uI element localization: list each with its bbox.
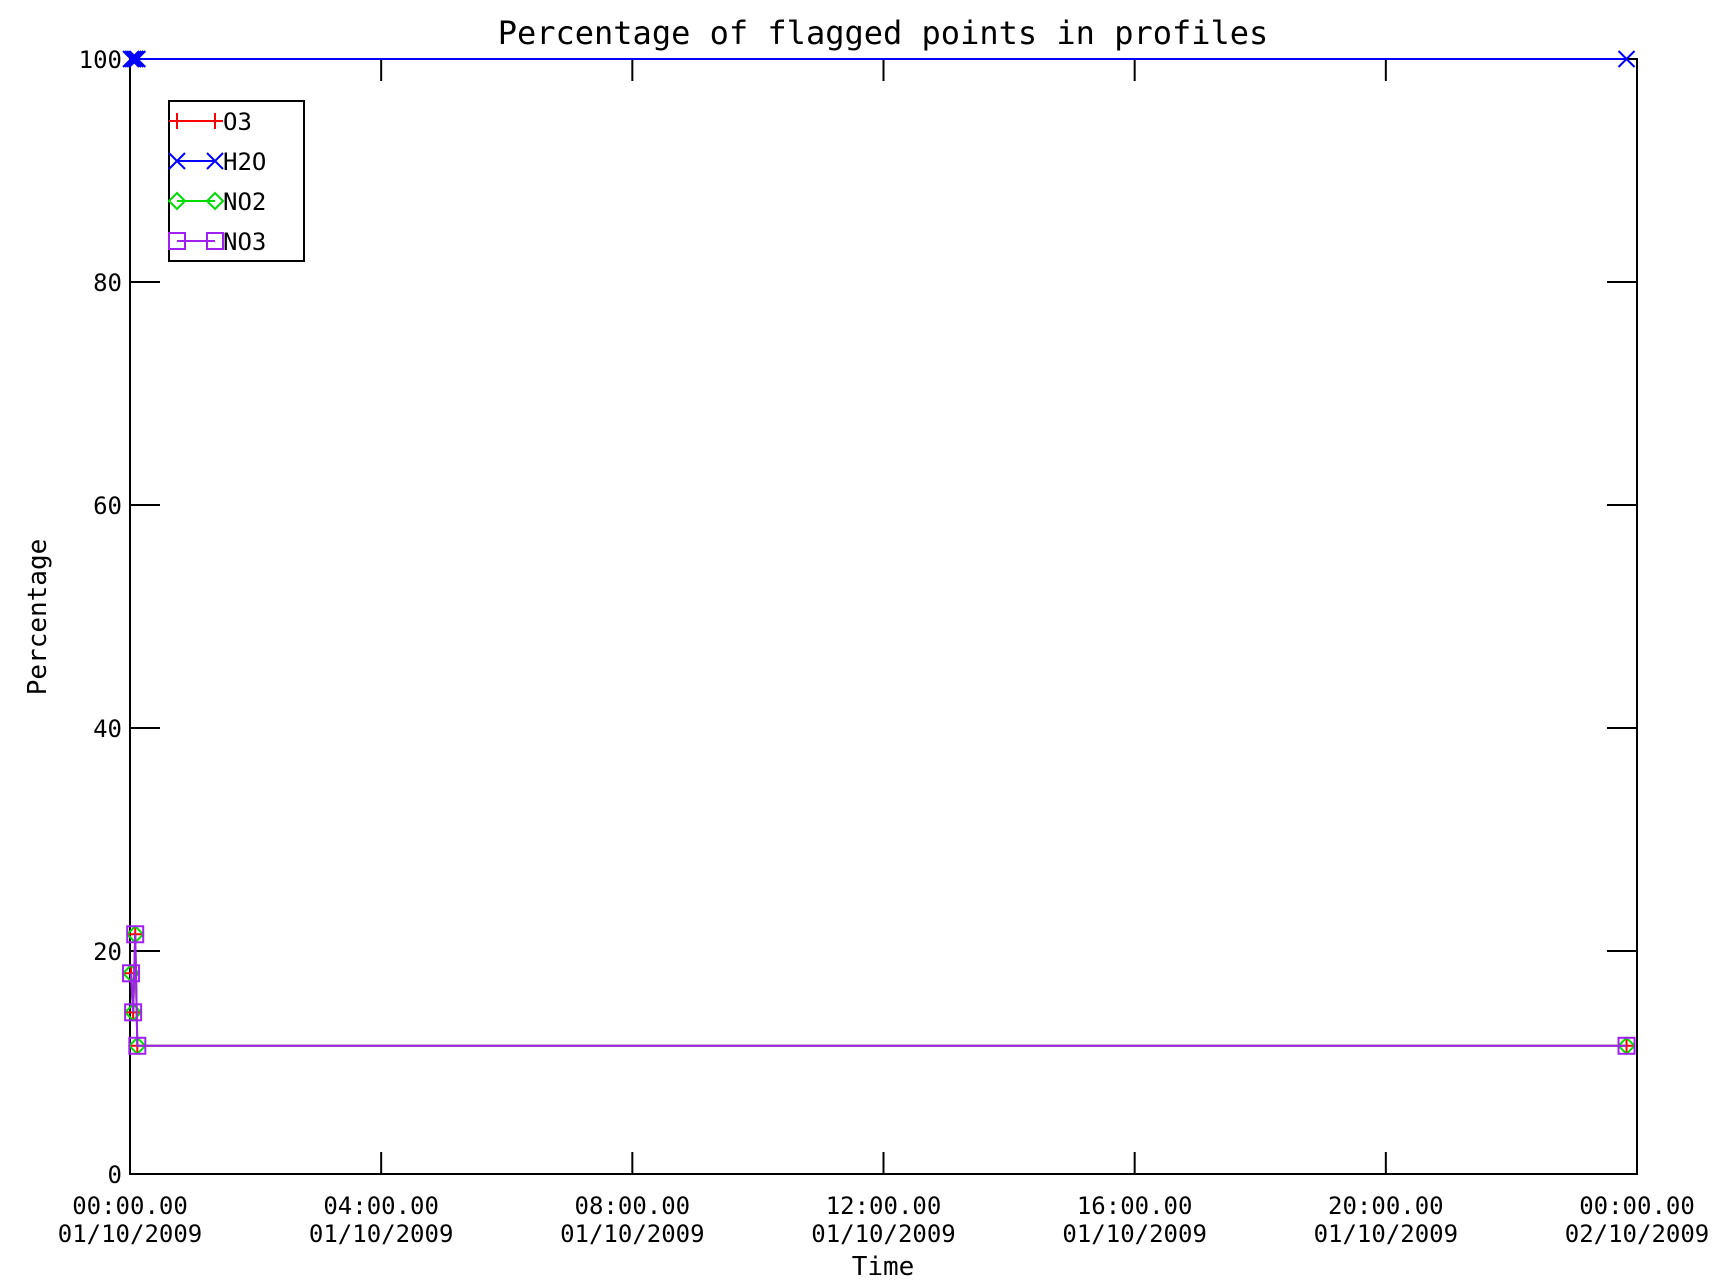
axes: 00:00.00 01/10/2009 04:00.00 01/10/2009 08:0… (58, 46, 1710, 1248)
data-point-h2o (124, 50, 142, 68)
x-tick-label: 00:00.00 02/10/2009 (1565, 1192, 1710, 1248)
data-point-h2o (1617, 50, 1636, 68)
legend-marker-o3 (169, 113, 185, 129)
legend-item-h2o: H2O (168, 148, 266, 176)
legend-label-h2o: H2O (223, 148, 266, 176)
y-axis-label: Percentage (23, 539, 53, 696)
legend-item-o3: O3 (169, 108, 252, 136)
x-tick-label: 04:00.00 01/10/2009 (309, 1192, 454, 1248)
series-no3 (122, 925, 1636, 1055)
data-point-no3 (126, 925, 145, 944)
data-point-no3 (122, 964, 141, 983)
y-tick-label: 0 (108, 1161, 122, 1189)
x-tick-label: 12:00.00 01/10/2009 (811, 1192, 956, 1248)
series-line-o3 (130, 934, 1627, 1047)
legend-marker-o3 (207, 113, 223, 129)
legend-marker-h2o (206, 152, 224, 170)
legend-marker-no2 (167, 191, 187, 211)
y-tick-label: 100 (79, 46, 122, 74)
y-tick-label: 40 (93, 715, 122, 743)
x-axis-label: Time (852, 1252, 915, 1281)
x-tick-label: 08:00.00 01/10/2009 (560, 1192, 705, 1248)
data-point-h2o (126, 50, 144, 68)
series-o3 (123, 926, 1635, 1054)
data-point-no3 (128, 1036, 147, 1055)
x-tick-label: 16:00.00 01/10/2009 (1062, 1192, 1207, 1248)
x-tick-label: 20:00.00 01/10/2009 (1314, 1192, 1459, 1248)
legend-box (168, 100, 305, 262)
data-point-h2o (122, 50, 140, 68)
legend: O3 H2O NO2 NO3 (167, 100, 305, 262)
legend-item-no3: NO3 (168, 228, 266, 256)
legend-marker-no3 (168, 232, 186, 250)
series-no2 (121, 924, 1636, 1056)
legend-label-no3: NO3 (223, 228, 266, 256)
legend-marker-no3 (206, 232, 224, 250)
data-point-no3 (124, 1003, 143, 1022)
legend-item-no2: NO2 (167, 188, 266, 216)
data-point-no3 (1617, 1036, 1636, 1055)
series-line-no3 (130, 934, 1627, 1047)
legend-label-no2: NO2 (223, 188, 266, 216)
data-point-h2o (128, 50, 147, 68)
x-tick-label: 00:00.00 01/10/2009 (58, 1192, 203, 1248)
y-tick-label: 80 (93, 269, 122, 297)
series-layer (121, 50, 1636, 1056)
y-tick-label: 60 (93, 492, 122, 520)
plot-frame (129, 58, 1638, 1175)
series-h2o (122, 50, 1636, 68)
chart-title: Percentage of flagged points in profiles (498, 14, 1269, 52)
series-line-no2 (130, 934, 1627, 1047)
legend-label-o3: O3 (223, 108, 252, 136)
legend-marker-h2o (168, 152, 186, 170)
legend-marker-no2 (205, 191, 225, 211)
y-tick-label: 20 (93, 938, 122, 966)
